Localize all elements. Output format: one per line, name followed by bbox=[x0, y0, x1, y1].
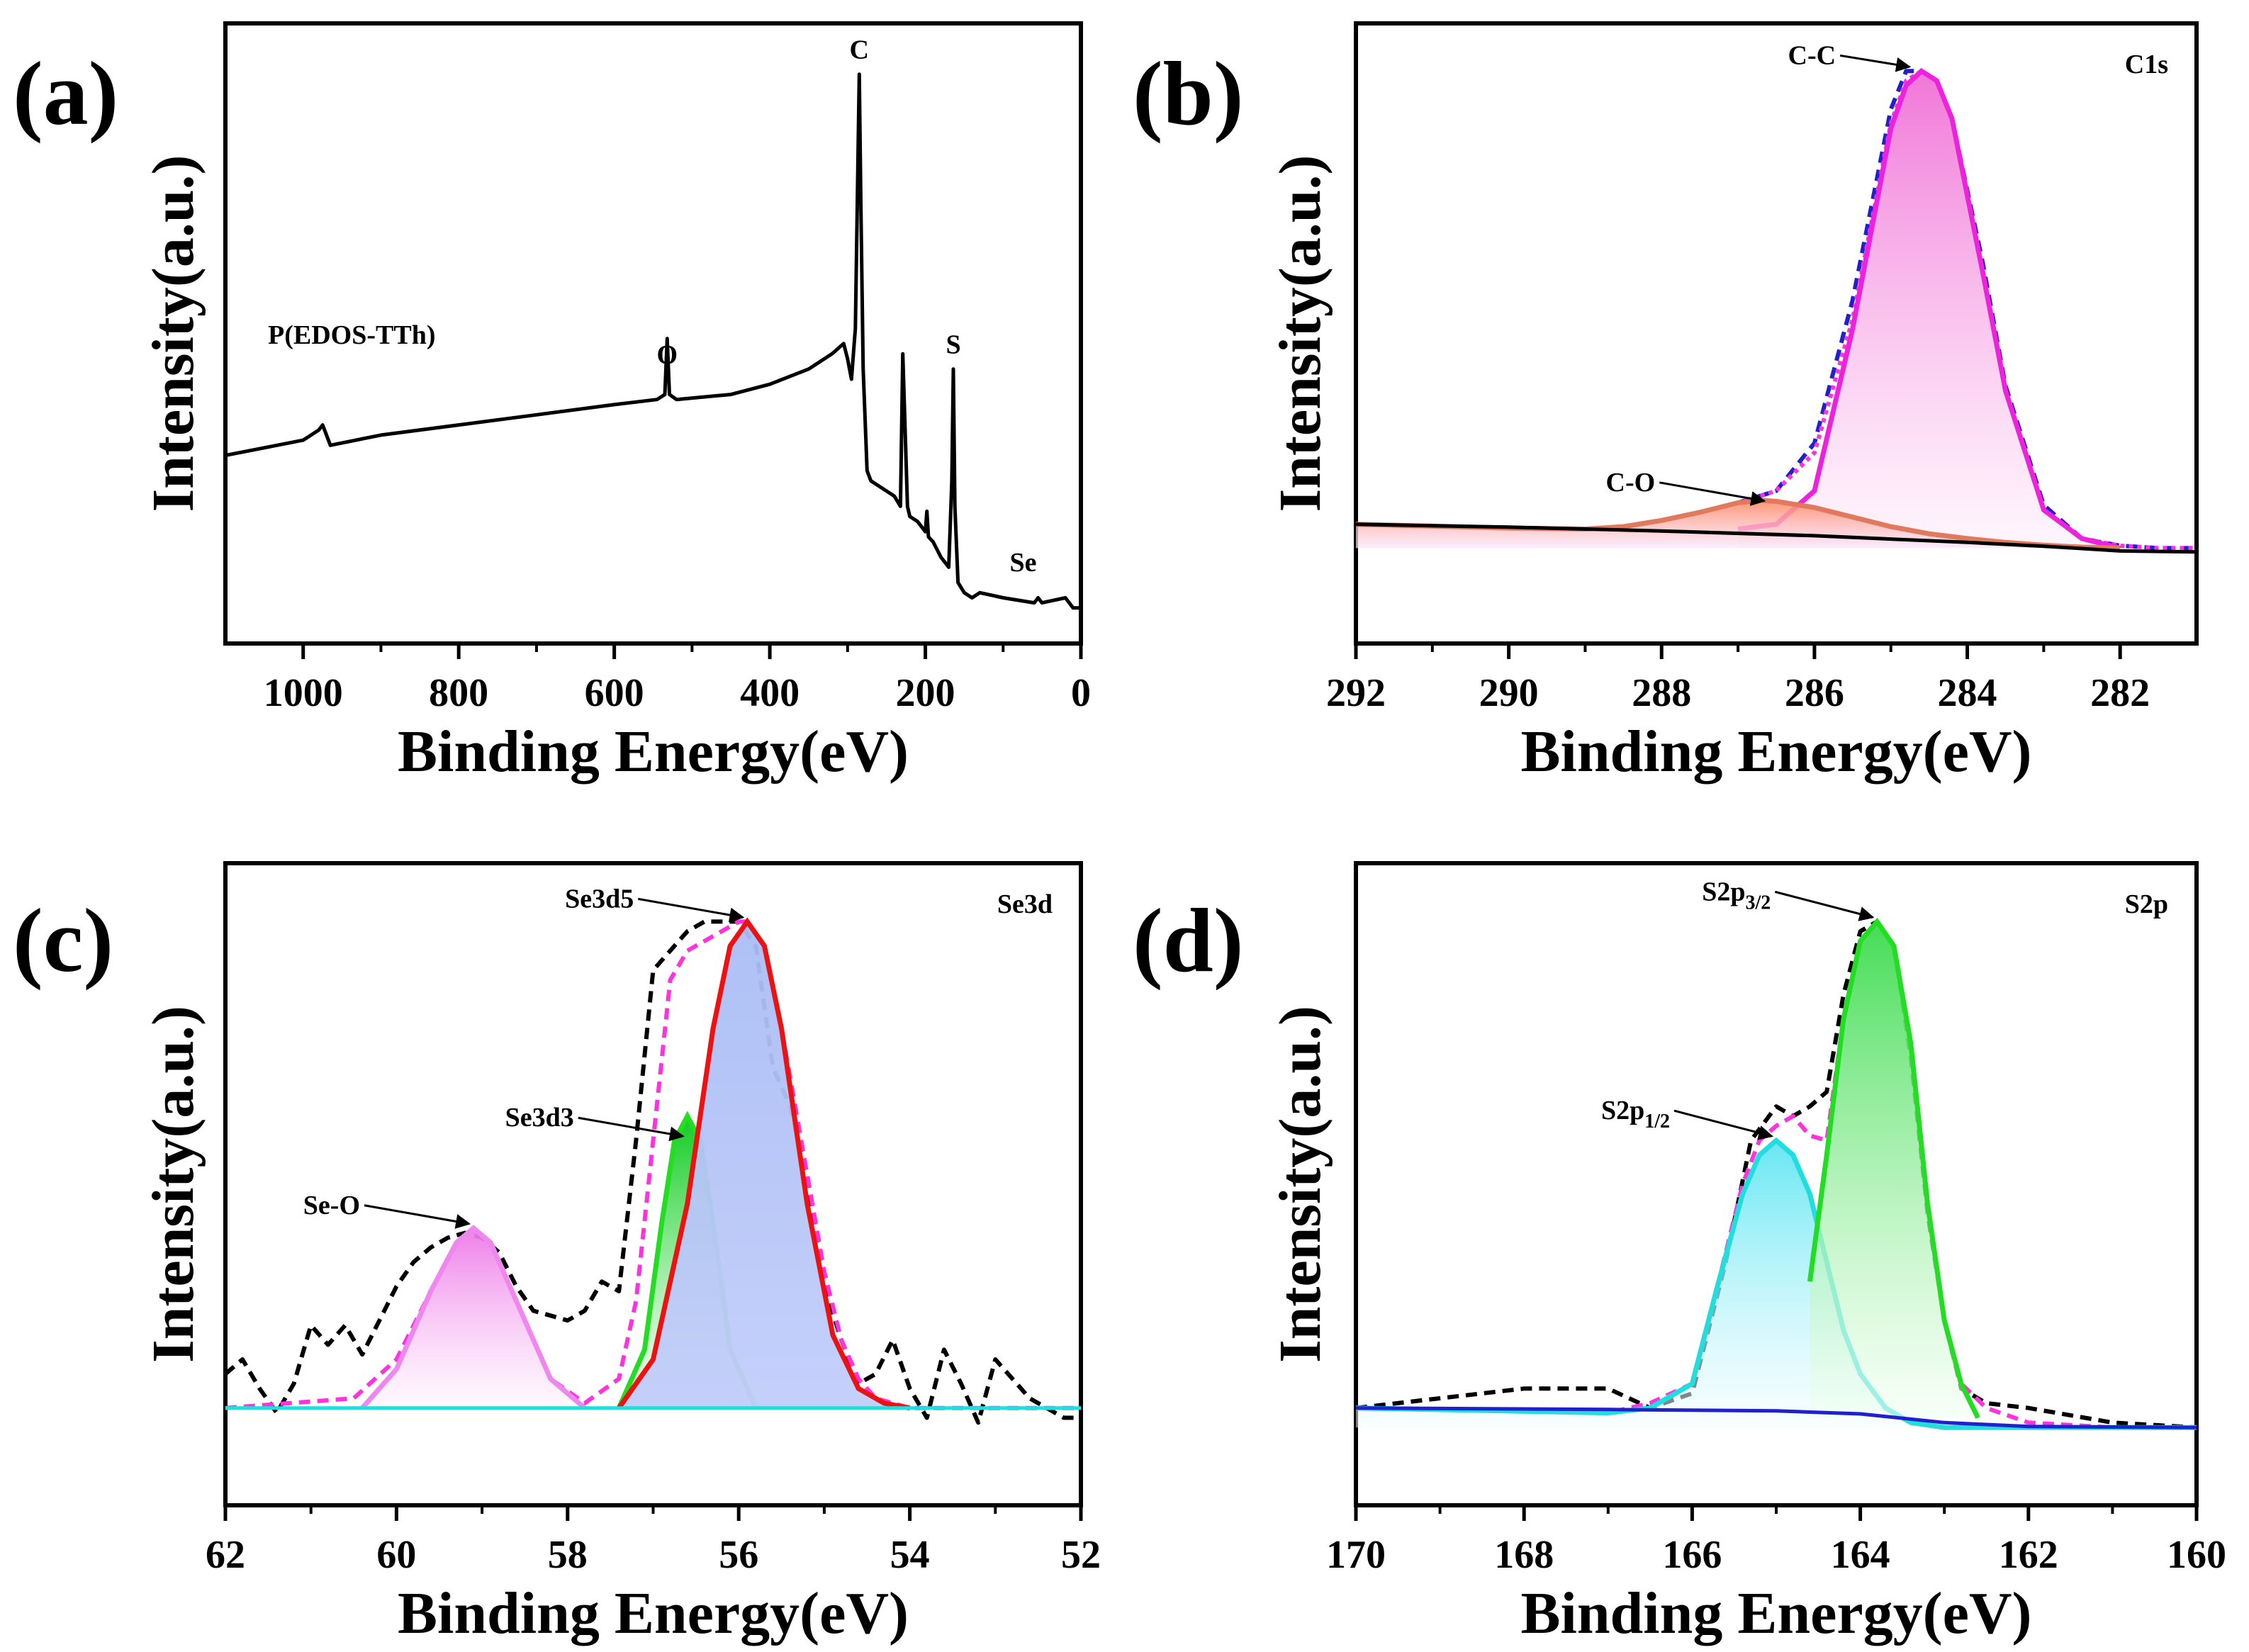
panel-2-x-tick-label: 52 bbox=[1061, 1533, 1101, 1577]
panel-1-title: C1s bbox=[2125, 50, 2168, 79]
panel-1-peak-arrow bbox=[1839, 54, 1912, 72]
panel-0-x-tick-label: 800 bbox=[429, 671, 488, 715]
panel-1-x-tick-label: 288 bbox=[1632, 671, 1691, 715]
panel-2-data-area bbox=[225, 917, 1081, 1425]
panel-0-x-tick-label: 600 bbox=[585, 671, 644, 715]
panel-3-x-tick-label: 164 bbox=[1831, 1533, 1890, 1577]
panel-2: 62 60 58 56 54 52 Binding Energy(eV) Intensity(… bbox=[13, 861, 1101, 1646]
panel-1-x-tick-label: 282 bbox=[2090, 671, 2150, 715]
panel-2-peak-label: Se-O bbox=[303, 1191, 360, 1220]
panel-2-label: (c) bbox=[13, 890, 113, 991]
panel-2-peak-label: Se3d3 bbox=[505, 1103, 574, 1133]
panel-2-title: Se3d bbox=[997, 889, 1053, 919]
panel-1-series-fitted-curve bbox=[1356, 69, 2197, 551]
panel-1-label: (b) bbox=[1133, 43, 1243, 144]
panel-2-x-axis-label: Binding Energy(eV) bbox=[398, 1580, 909, 1646]
panel-2-x-tick-label: 58 bbox=[548, 1533, 588, 1577]
panel-3-series-s2p1-2-fill bbox=[1356, 1140, 2197, 1428]
panel-1-series-c-c-fill bbox=[1738, 71, 2121, 549]
panel-3-x-tick-label: 170 bbox=[1326, 1533, 1386, 1577]
panel-2-x-tick-label: 56 bbox=[719, 1533, 758, 1577]
panel-0-peak-label: Se bbox=[1010, 548, 1037, 578]
panel-0-label: (a) bbox=[13, 43, 118, 144]
panel-3: 170 168 166 164 162 160 Binding Energy(eV) Inte… bbox=[1133, 861, 2226, 1646]
panel-2-series-se-o bbox=[360, 1225, 587, 1410]
panel-1-series-background bbox=[1356, 522, 2197, 554]
panel-3-peak-label: S2p3/2 bbox=[1702, 877, 1771, 914]
panel-0-x-tick-label: 0 bbox=[1071, 671, 1091, 715]
panel-3-data-area bbox=[1356, 917, 2197, 1430]
panel-1-peak-label: C-O bbox=[1606, 468, 1656, 498]
panel-0-series-p-edos-tth bbox=[225, 72, 1081, 610]
panel-3-x-tick-label: 168 bbox=[1494, 1533, 1554, 1577]
panel-1-plot-frame bbox=[1354, 21, 2199, 646]
panel-3-x-tick-label: 160 bbox=[2167, 1533, 2226, 1577]
panel-2-y-axis-label: Intensity(a.u.) bbox=[140, 1006, 206, 1363]
panel-1-x-tick-label: 286 bbox=[1785, 671, 1844, 715]
panel-3-peak-label: S2p1/2 bbox=[1601, 1096, 1670, 1133]
panel-0-x-axis-label: Binding Energy(eV) bbox=[398, 719, 909, 785]
panel-1-series-c-c bbox=[1737, 67, 2121, 551]
panel-3-series-background bbox=[1356, 1406, 2197, 1429]
panel-0-peak-label: O bbox=[656, 340, 678, 370]
panel-0-peak-label: C bbox=[850, 35, 869, 65]
panel-2-x-tick-label: 62 bbox=[206, 1533, 245, 1577]
panel-3-x-axis-label: Binding Energy(eV) bbox=[1520, 1580, 2031, 1646]
panel-2-series-se-o-fill bbox=[362, 1227, 585, 1408]
panel-0-sample-label: P(EDOS-TTh) bbox=[268, 320, 435, 350]
panel-0-x-tick-label: 400 bbox=[740, 671, 800, 715]
panel-2-x-tick-label: 54 bbox=[890, 1533, 930, 1577]
panel-0-plot-frame bbox=[223, 21, 1083, 646]
panel-2-peak-arrow bbox=[364, 1204, 471, 1229]
panel-0-data-area bbox=[225, 72, 1081, 610]
panel-0-x-tick-label: 200 bbox=[896, 671, 955, 715]
panel-0: 1000 800 600 400 200 0 Binding Energy(eV) Inten… bbox=[13, 21, 1091, 785]
panel-2-series-raw-data bbox=[225, 919, 1081, 1425]
panel-3-label: (d) bbox=[1133, 890, 1243, 991]
panel-3-x-tick-label: 162 bbox=[1999, 1533, 2058, 1577]
panel-2-peak-arrow bbox=[578, 1116, 685, 1142]
panel-1-series-raw-data bbox=[1356, 69, 2197, 551]
panel-3-series-s2p3-2-fill bbox=[1810, 921, 1978, 1418]
panel-2-x-tick-label: 60 bbox=[376, 1533, 416, 1577]
panel-1-x-tick-label: 290 bbox=[1479, 671, 1539, 715]
panel-1-peak-label: C-C bbox=[1788, 40, 1836, 70]
panel-3-peak-arrow bbox=[1673, 1109, 1774, 1140]
panel-1-x-tick-label: 292 bbox=[1326, 671, 1386, 715]
panel-3-x-tick-label: 166 bbox=[1662, 1533, 1722, 1577]
panel-1-x-tick-label: 284 bbox=[1938, 671, 1997, 715]
panel-1-peak-arrow bbox=[1659, 481, 1766, 506]
panel-2-series-se3d5 bbox=[617, 917, 911, 1411]
panel-3-series-s2p3-2 bbox=[1807, 917, 1980, 1420]
panel-0-y-axis-label: Intensity(a.u.) bbox=[140, 154, 206, 512]
panel-1: 292 290 288 286 284 282 Binding Energy(eV) Inte… bbox=[1133, 21, 2199, 785]
panel-1-y-axis-label: Intensity(a.u.) bbox=[1267, 154, 1333, 512]
panel-2-peak-label: Se3d5 bbox=[565, 884, 634, 914]
panel-0-peak-label: S bbox=[946, 330, 960, 360]
panel-2-series-se3d5-fill bbox=[619, 921, 910, 1408]
panel-1-x-axis-label: Binding Energy(eV) bbox=[1520, 719, 2031, 785]
panel-3-title: S2p bbox=[2125, 889, 2168, 919]
panel-1-data-area bbox=[1356, 67, 2197, 554]
panel-0-x-tick-label: 1000 bbox=[264, 671, 343, 715]
panel-3-y-axis-label: Intensity(a.u.) bbox=[1267, 1006, 1333, 1363]
panel-2-peak-arrow bbox=[638, 897, 745, 923]
panel-3-peak-arrow bbox=[1774, 890, 1875, 921]
